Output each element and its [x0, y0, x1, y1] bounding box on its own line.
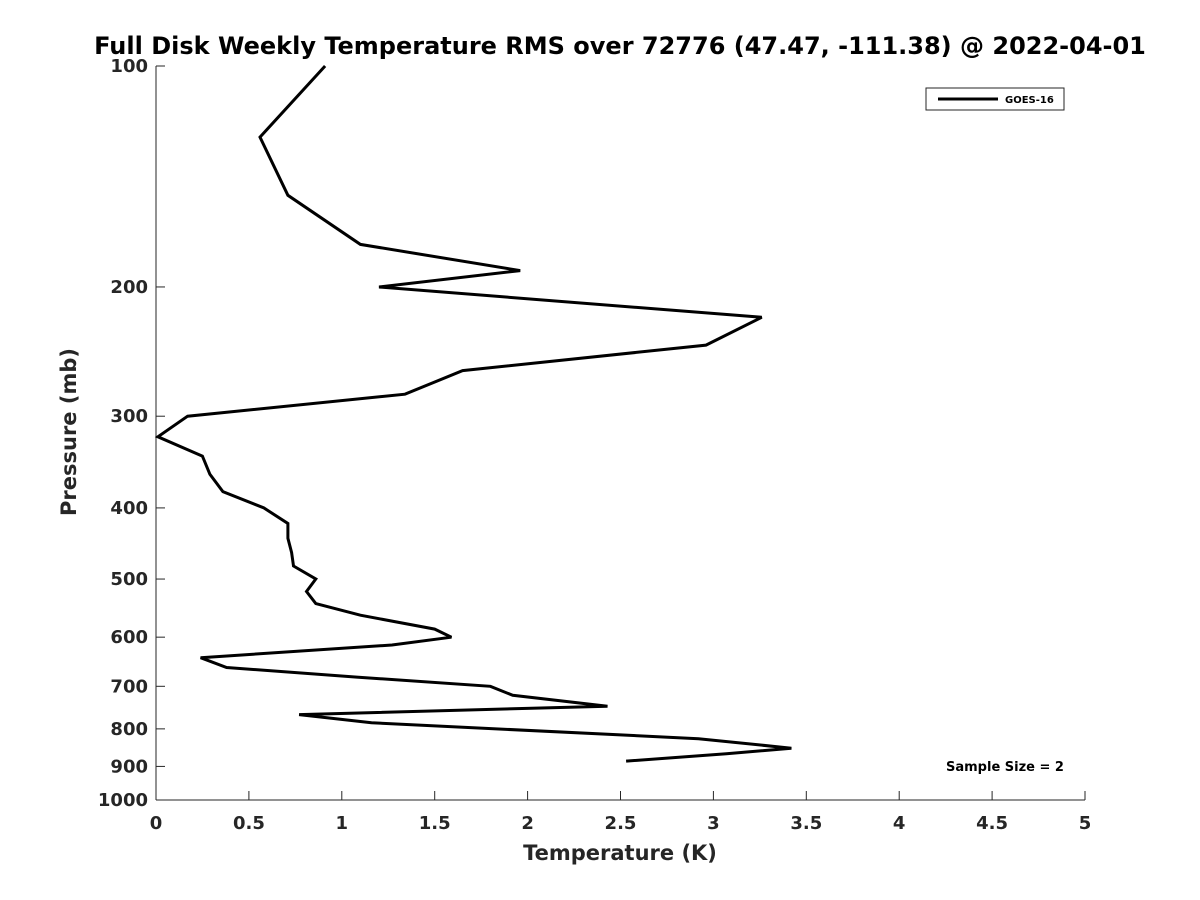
- y-tick-label: 300: [110, 406, 148, 427]
- series-line-goes-16: [154, 64, 792, 763]
- y-tick-label: 800: [110, 719, 148, 740]
- y-tick-label: 600: [110, 627, 148, 648]
- x-tick-label: 1.5: [419, 813, 451, 834]
- series-layer: [154, 64, 792, 763]
- x-tick-label: 1: [336, 813, 349, 834]
- y-tick-label: 900: [110, 756, 148, 777]
- x-tick-label: 0.5: [233, 813, 265, 834]
- x-tick-label: 3.5: [790, 813, 822, 834]
- y-tick-label: 500: [110, 569, 148, 590]
- x-axis-label: Temperature (K): [523, 841, 717, 865]
- y-tick-label: 200: [110, 277, 148, 298]
- x-tick-label: 4: [893, 813, 906, 834]
- x-tick-label: 5: [1079, 813, 1092, 834]
- y-tick-label: 400: [110, 498, 148, 519]
- x-tick-label: 0: [150, 813, 163, 834]
- y-tick-label: 100: [110, 56, 148, 77]
- x-tick-label: 2: [521, 813, 534, 834]
- y-axis: 100 200 300 400 500 600 700 800 900 1000: [98, 56, 165, 811]
- x-tick-label: 3: [707, 813, 720, 834]
- chart-title: Full Disk Weekly Temperature RMS over 72…: [94, 32, 1146, 60]
- y-axis-label: Pressure (mb): [57, 348, 81, 516]
- x-tick-label: 4.5: [976, 813, 1008, 834]
- x-axis: 0 0.5 1 1.5 2 2.5 3 3.5 4 4.5 5: [150, 791, 1092, 834]
- legend-label-goes-16: GOES-16: [1005, 95, 1054, 106]
- y-tick-label: 700: [110, 676, 148, 697]
- legend: GOES-16: [925, 87, 1065, 111]
- sample-size-annotation: Sample Size = 2: [946, 760, 1064, 775]
- y-tick-label: 1000: [98, 790, 148, 811]
- x-tick-label: 2.5: [605, 813, 637, 834]
